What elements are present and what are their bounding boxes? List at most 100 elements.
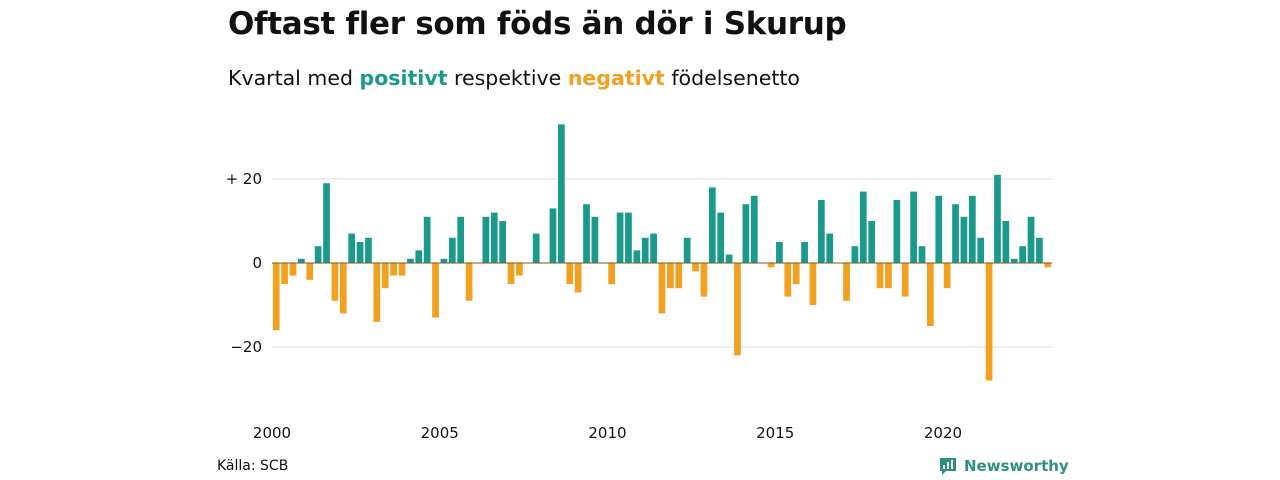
bar-positive — [994, 174, 1001, 263]
bar-positive — [910, 191, 917, 263]
bar-positive — [440, 258, 448, 263]
x-tick-label: 2010 — [588, 424, 626, 442]
bar-positive — [893, 200, 901, 263]
bar-negative — [507, 263, 515, 284]
bar-positive — [868, 221, 876, 263]
bar-negative — [566, 263, 574, 284]
source-note: Källa: SCB — [217, 458, 289, 474]
bar-negative — [574, 263, 582, 293]
chart-subtitle: Kvartal med positivt respektive negativt… — [228, 66, 800, 90]
bar-positive — [457, 216, 465, 263]
bar-negative — [885, 263, 892, 289]
bar-negative — [675, 263, 683, 289]
bar-positive — [801, 242, 808, 263]
x-tick-label: 2000 — [253, 424, 291, 442]
bar-positive — [717, 212, 725, 263]
bar-positive — [708, 187, 716, 263]
bar-positive — [1027, 216, 1035, 263]
bar-negative — [876, 263, 884, 289]
subtitle-suffix: födelsenetto — [671, 66, 800, 90]
bar-negative — [658, 263, 666, 314]
bar-negative — [667, 263, 674, 289]
y-axis-ticks: + 20 0 −20 — [226, 170, 262, 356]
bar-positive — [448, 237, 456, 263]
bar-positive — [725, 254, 733, 263]
bar-positive — [641, 237, 649, 263]
bar-positive — [532, 233, 540, 263]
bar-negative — [1044, 263, 1052, 268]
bar-positive — [499, 221, 506, 263]
bar-negative — [734, 263, 741, 356]
y-tick-label: 0 — [252, 254, 262, 272]
bar-positive — [776, 242, 783, 263]
bar-negative — [901, 263, 909, 297]
bar-positive — [960, 216, 968, 263]
bar-positive — [918, 246, 926, 263]
bar-negative — [306, 263, 314, 280]
bar-positive — [625, 212, 632, 263]
subtitle-middle: respektive — [454, 66, 562, 90]
bar-positive — [750, 195, 758, 263]
y-tick-label: −20 — [230, 338, 262, 356]
bar-positive — [423, 216, 431, 263]
chart-title: Oftast fler som föds än dör i Skurup — [228, 6, 847, 42]
brand[interactable]: Newsworthy — [938, 456, 1069, 476]
bar-positive — [851, 246, 859, 263]
bar-positive — [407, 258, 414, 263]
bar-positive — [415, 250, 423, 263]
bar-positive — [650, 233, 657, 263]
bar-negative — [792, 263, 800, 284]
bar-negative — [281, 263, 288, 284]
bar-negative — [373, 263, 381, 322]
bar-positive — [633, 250, 641, 263]
gridlines — [272, 178, 1052, 348]
x-axis-ticks: 2000 2005 2010 2015 2020 — [253, 424, 962, 442]
bar-positive — [742, 204, 750, 263]
bar-negative — [608, 263, 616, 284]
bar-positive — [1019, 246, 1026, 263]
bar-positive — [1002, 221, 1010, 263]
bar-positive — [952, 204, 959, 263]
x-tick-label: 2005 — [421, 424, 459, 442]
bar-positive — [558, 124, 565, 264]
bar-negative — [943, 263, 951, 289]
bar-positive — [482, 216, 490, 263]
newsworthy-logo-icon — [940, 458, 956, 475]
bar-negative — [339, 263, 347, 314]
bar-negative — [272, 263, 280, 331]
bar-negative — [985, 263, 993, 381]
brand-name: Newsworthy — [964, 457, 1069, 475]
bar-positive — [977, 237, 985, 263]
bar-negative — [692, 263, 699, 272]
bar-positive — [323, 183, 330, 263]
bar-positive — [826, 233, 834, 263]
x-tick-label: 2015 — [756, 424, 794, 442]
subtitle-prefix: Kvartal med — [228, 66, 353, 90]
bar-negative — [331, 263, 339, 301]
bar-negative — [516, 263, 523, 276]
bar-positive — [314, 246, 322, 263]
bar-positive — [968, 195, 976, 263]
x-tick-label: 2020 — [924, 424, 962, 442]
bar-negative — [700, 263, 708, 297]
bar-positive — [490, 212, 498, 263]
subtitle-negative-word: negativt — [567, 66, 665, 90]
bar-positive — [583, 204, 590, 263]
subtitle-positive-word: positivt — [359, 66, 448, 90]
bar-positive — [616, 212, 624, 263]
bar-negative — [398, 263, 406, 276]
bar-positive — [549, 208, 557, 263]
bar-positive — [1036, 237, 1043, 263]
bar-negative — [767, 263, 775, 268]
bar-negative — [465, 263, 473, 301]
bar-positive — [859, 191, 867, 263]
bar-negative — [927, 263, 934, 326]
bar-positive — [1010, 258, 1018, 263]
bars — [272, 124, 1052, 381]
bar-negative — [390, 263, 397, 276]
bar-negative — [784, 263, 792, 297]
bar-negative — [381, 263, 389, 289]
bar-positive — [935, 195, 943, 263]
bar-positive — [683, 237, 691, 263]
